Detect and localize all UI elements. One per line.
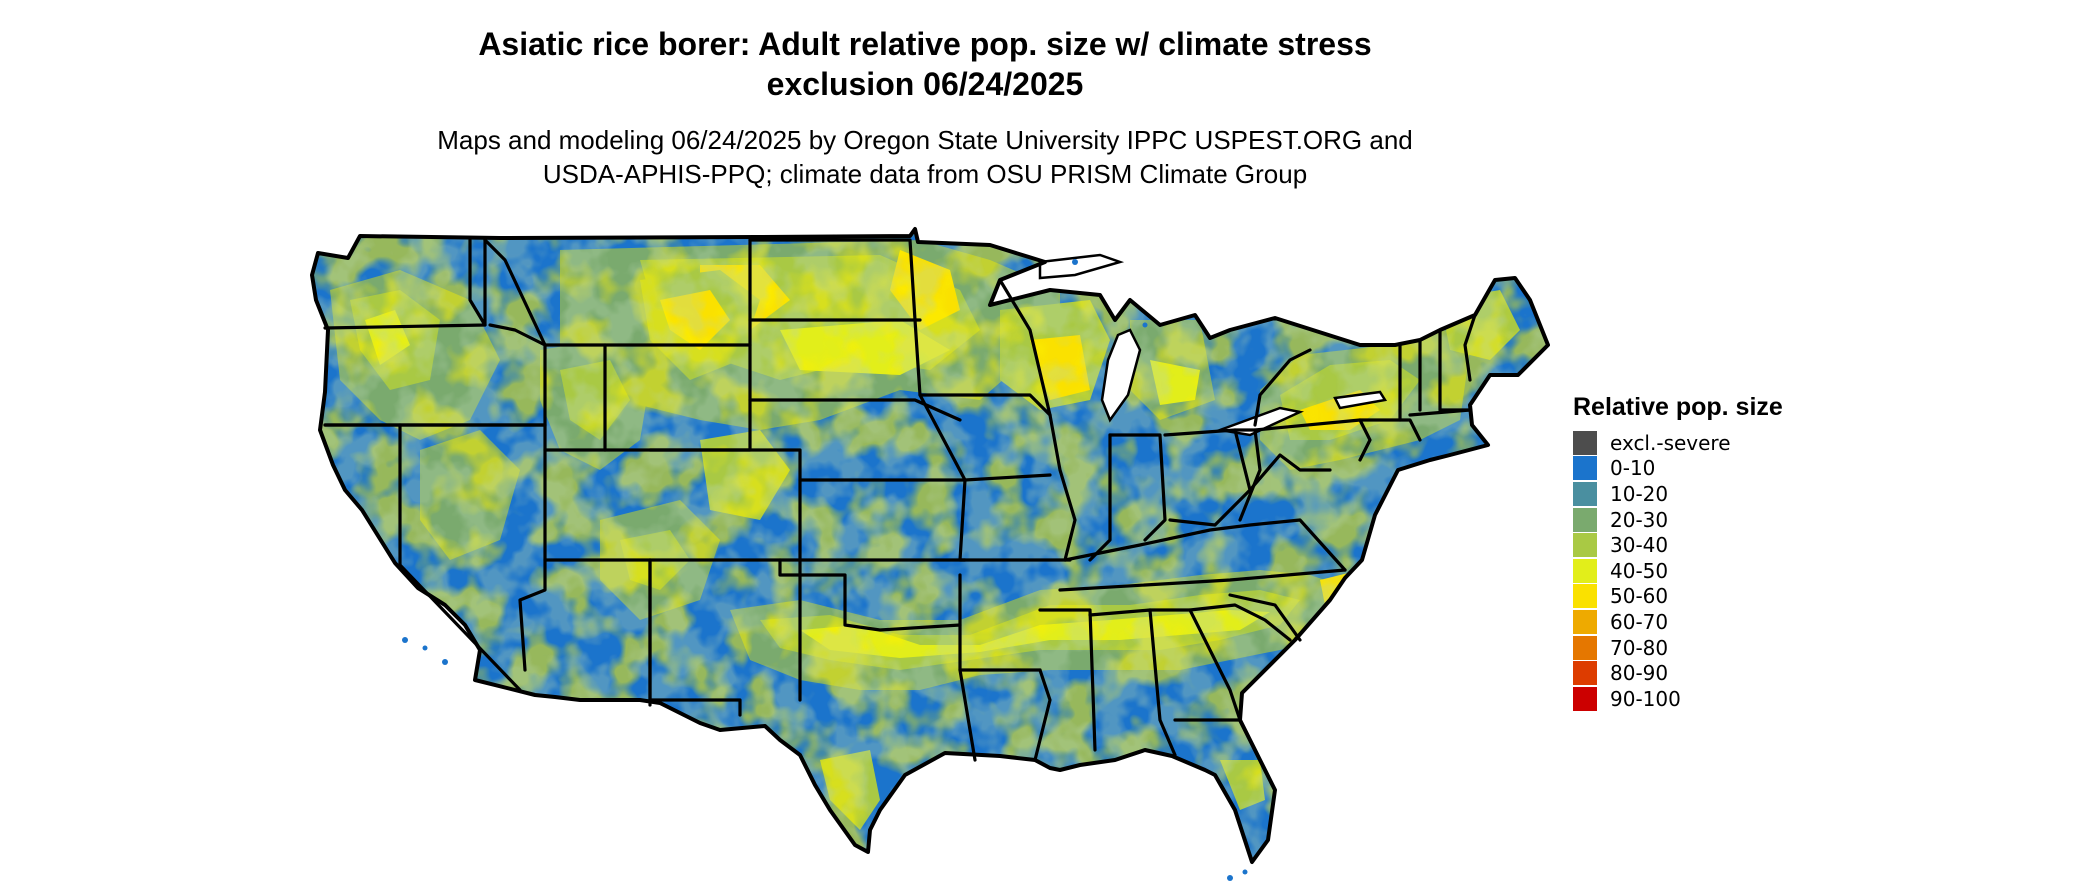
great-lakes [1038, 253, 1388, 437]
legend: Relative pop. size excl.-severe 0-10 10-20… [1573, 392, 1833, 712]
legend-item: 70-80 [1573, 635, 1833, 661]
map-subtitle: Maps and modeling 06/24/2025 by Oregon S… [330, 123, 1520, 191]
subtitle-line-1: Maps and modeling 06/24/2025 by Oregon S… [437, 125, 1413, 155]
legend-item: 0-10 [1573, 456, 1833, 482]
legend-label: 0-10 [1610, 456, 1656, 481]
legend-label: 40-50 [1610, 558, 1669, 583]
legend-swatch [1573, 507, 1597, 532]
legend-item: 10-20 [1573, 481, 1833, 507]
legend-swatch [1573, 456, 1597, 481]
legend-label: 50-60 [1610, 584, 1669, 609]
legend-items: excl.-severe 0-10 10-20 20-30 30-40 40-50 50-6… [1573, 430, 1833, 712]
legend-swatch [1573, 430, 1597, 455]
legend-swatch [1573, 558, 1597, 583]
subtitle-line-2: USDA-APHIS-PPQ; climate data from OSU PR… [542, 159, 1308, 189]
legend-label: excl.-severe [1610, 430, 1731, 455]
title-line-1: Asiatic rice borer: Adult relative pop. … [478, 26, 1372, 62]
legend-item: 60-70 [1573, 609, 1833, 635]
legend-label: 70-80 [1610, 635, 1669, 660]
legend-swatch [1573, 686, 1597, 711]
legend-label: 80-90 [1610, 661, 1669, 686]
legend-label: 90-100 [1610, 686, 1681, 711]
legend-label: 30-40 [1610, 533, 1669, 558]
legend-swatch [1573, 584, 1597, 609]
legend-swatch [1573, 481, 1597, 506]
legend-title: Relative pop. size [1573, 393, 1783, 421]
legend-label: 60-70 [1610, 609, 1669, 634]
legend-item: 20-30 [1573, 507, 1833, 533]
map-title: Asiatic rice borer: Adult relative pop. … [330, 24, 1520, 104]
coastal-islands [402, 259, 1248, 881]
legend-item: 50-60 [1573, 584, 1833, 610]
legend-swatch [1573, 661, 1597, 686]
legend-item: excl.-severe [1573, 430, 1833, 456]
legend-swatch [1573, 533, 1597, 558]
us-outline [310, 227, 1550, 864]
legend-swatch [1573, 635, 1597, 660]
title-line-2: exclusion 06/24/2025 [766, 66, 1084, 102]
legend-item: 80-90 [1573, 660, 1833, 686]
legend-item: 30-40 [1573, 532, 1833, 558]
legend-swatch [1573, 609, 1597, 634]
legend-item: 40-50 [1573, 558, 1833, 584]
legend-label: 10-20 [1610, 481, 1669, 506]
legend-label: 20-30 [1610, 507, 1669, 532]
state-borders [323, 238, 1477, 762]
legend-item: 90-100 [1573, 686, 1833, 712]
